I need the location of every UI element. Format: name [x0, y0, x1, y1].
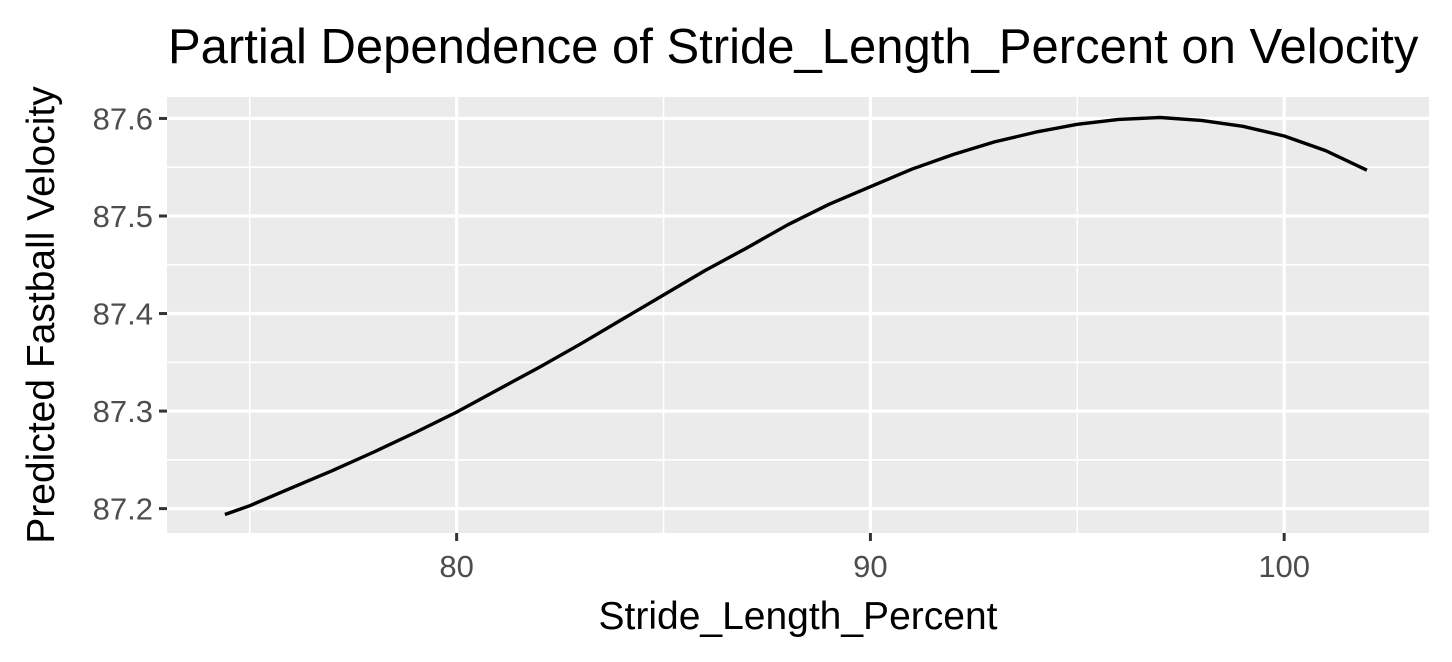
y-tick-label: 87.5: [93, 199, 153, 234]
y-tick-label: 87.6: [93, 101, 153, 136]
y-axis-title: Predicted Fastball Velocity: [20, 86, 63, 544]
series-line: [224, 115, 1368, 517]
y-tick-label: 87.4: [93, 297, 153, 332]
x-tick-label: 80: [439, 549, 473, 584]
gridlines: [167, 97, 1429, 533]
x-tick-label: 100: [1258, 549, 1310, 584]
series-group: [224, 115, 1368, 517]
axis-ticks: 80 90 100 87.2 87.3 87.4 87.5 87.6: [93, 101, 1310, 584]
x-tick-label: 90: [853, 549, 887, 584]
y-tick-label: 87.2: [93, 492, 153, 527]
chart-title: Partial Dependence of Stride_Length_Perc…: [168, 20, 1419, 74]
y-tick-label: 87.3: [93, 394, 153, 429]
x-axis-title: Stride_Length_Percent: [599, 595, 998, 638]
